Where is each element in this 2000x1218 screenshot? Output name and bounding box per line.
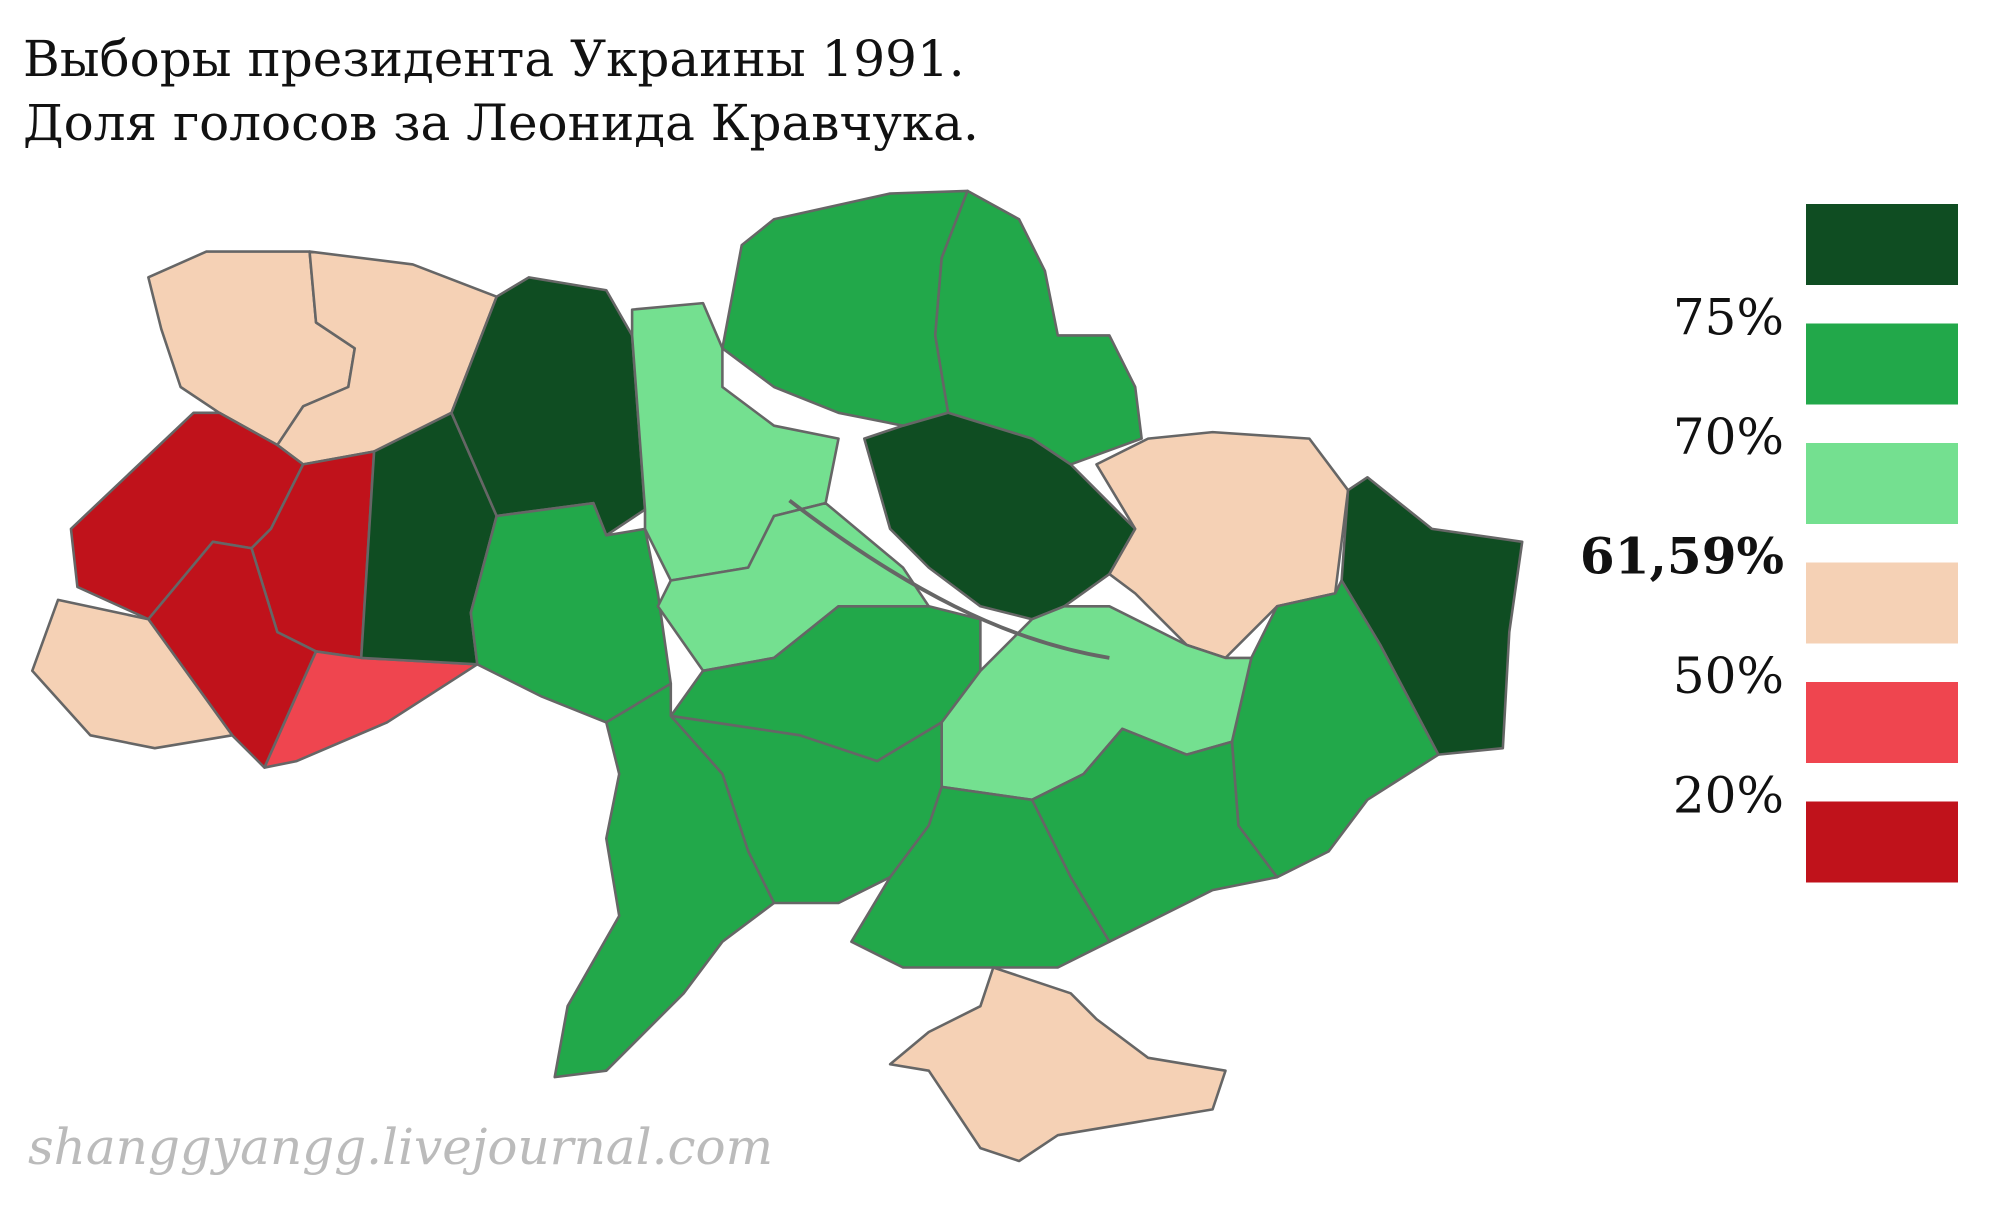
legend-swatch [1806,443,1958,524]
legend-label: 20% [1673,766,1784,824]
legend-swatch [1806,323,1958,405]
legend-label: 50% [1673,647,1784,705]
region [721,189,969,427]
title-line: Доля голосов за Леонида Кравчука. [23,94,979,152]
region [933,189,1143,466]
legend-swatch [1806,562,1958,644]
region [850,785,1111,969]
region [450,276,647,537]
legend: 75% 70% 61,59% 50% 20% [1580,204,1958,883]
legend-swatch [1806,204,1958,285]
legend-label: 75% [1673,288,1784,346]
region [888,966,1227,1163]
ukraine-map [30,189,1524,1163]
title-line: Выборы президента Украины 1991. [23,30,965,88]
region [30,598,234,750]
legend-label: 70% [1673,408,1784,466]
legend-swatch [1806,682,1958,763]
legend-label: 61,59% [1580,526,1784,585]
region [553,682,776,1079]
region [469,501,673,724]
river [788,498,1110,660]
region [630,301,840,582]
legend-swatch [1806,801,1958,883]
watermark: shanggyangg.livejournal.com [28,1118,773,1176]
